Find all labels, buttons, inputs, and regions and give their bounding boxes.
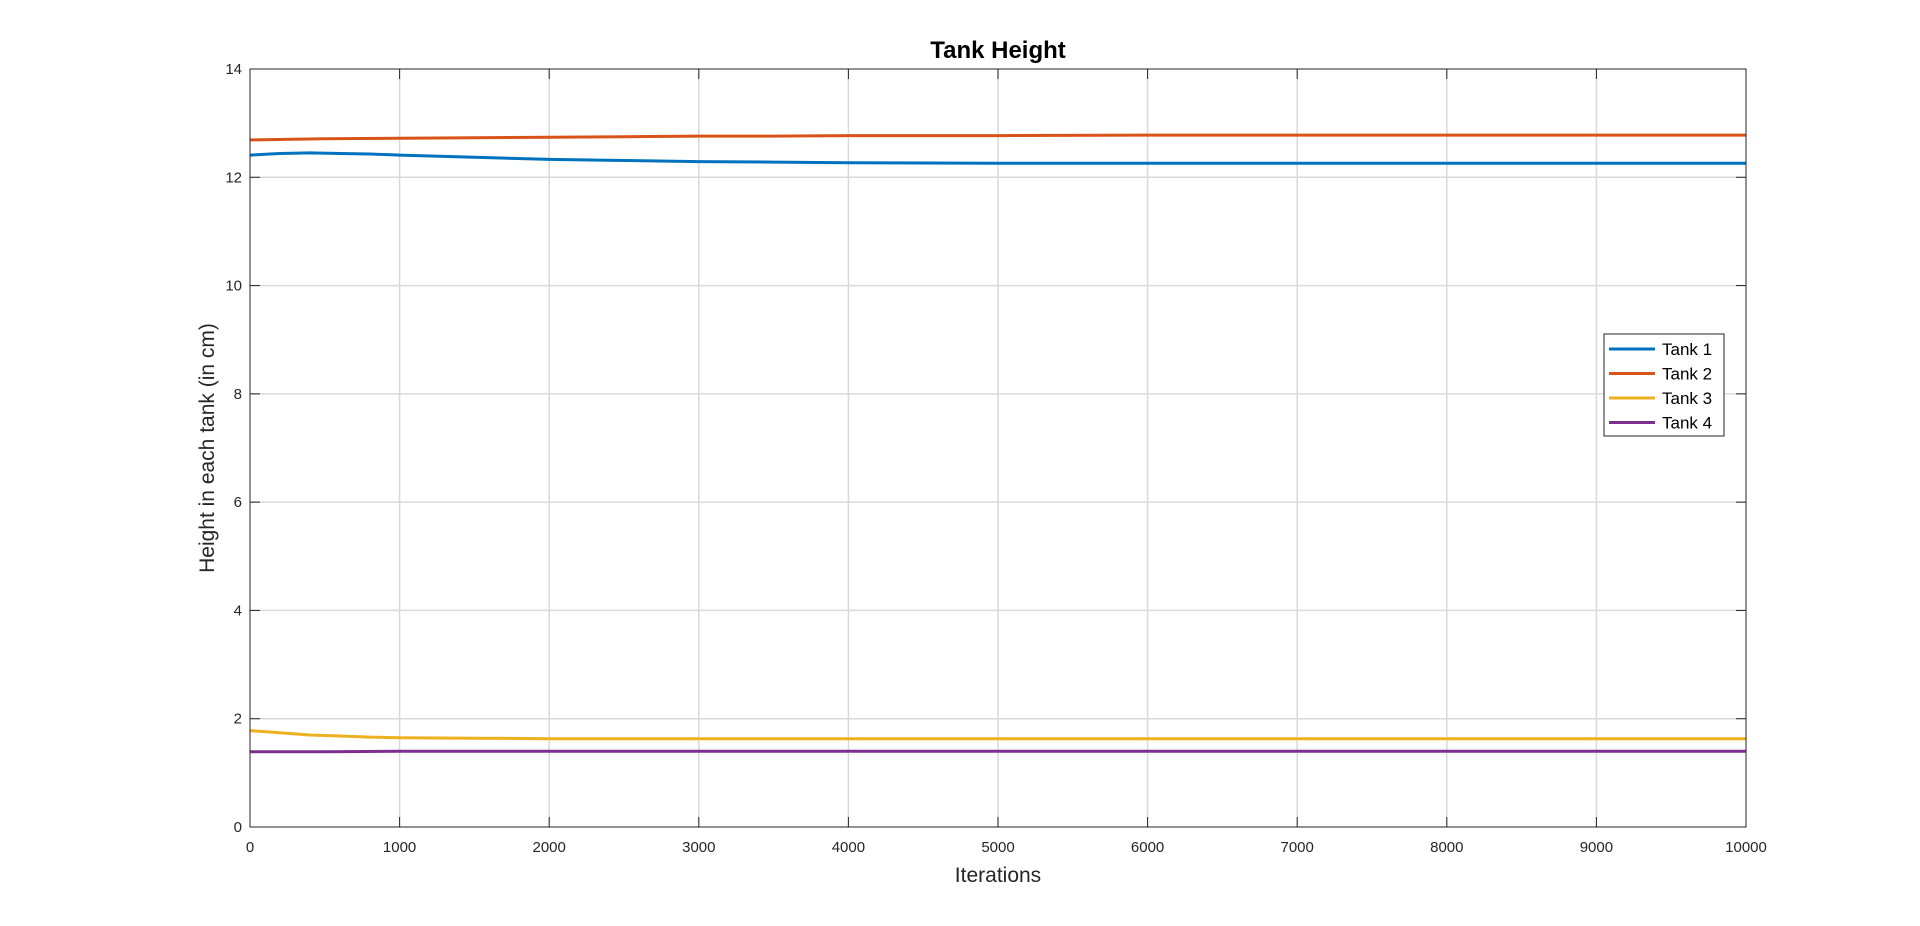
series-line-tank-4: [250, 749, 1746, 754]
y-tick-label: 8: [234, 386, 242, 403]
y-tick-label: 4: [234, 602, 242, 619]
x-tick-labels: 0 1000 2000 3000 4000 5000 6000 7000 8000 9000 100…: [246, 839, 1767, 856]
y-axis-label: Height in each tank (in cm): [196, 323, 219, 573]
x-tick-label: 8000: [1430, 839, 1463, 856]
x-tick-label: 5000: [981, 839, 1014, 856]
y-tick-label: 0: [234, 819, 242, 836]
legend-label: Tank 3: [1662, 389, 1712, 408]
data-series: [249, 133, 1746, 754]
legend-items: Tank 1 Tank 2 Tank 3 Tank 4: [1609, 340, 1712, 433]
legend-label: Tank 4: [1662, 414, 1712, 433]
legend-label: Tank 2: [1662, 365, 1712, 384]
x-tick-label: 7000: [1281, 839, 1314, 856]
y-tick-label: 14: [225, 61, 242, 78]
x-tick-label: 6000: [1131, 839, 1164, 856]
series-line-tank-3: [249, 729, 1746, 741]
x-tick-label: 2000: [533, 839, 566, 856]
legend-label: Tank 1: [1662, 340, 1712, 359]
y-tick-label: 6: [234, 494, 242, 511]
x-tick-label: 1000: [383, 839, 416, 856]
x-tick-label: 4000: [832, 839, 865, 856]
axes-box: [249, 68, 1747, 828]
y-tick-label: 12: [225, 169, 242, 186]
series-line-tank-1: [249, 151, 1746, 165]
x-axis-label: Iterations: [955, 864, 1041, 887]
x-tick-label: 0: [246, 839, 254, 856]
x-tick-label: 9000: [1580, 839, 1613, 856]
series-line-tank-2: [249, 133, 1746, 142]
chart-title: Tank Height: [930, 37, 1066, 64]
legend: Tank 1 Tank 2 Tank 3 Tank 4: [1603, 333, 1725, 437]
y-tick-label: 2: [234, 711, 242, 728]
y-tick-labels: 0 2 4 6 8 10 12 14: [225, 61, 242, 836]
y-tick-label: 10: [225, 278, 242, 295]
x-tick-label: 3000: [682, 839, 715, 856]
legend-box: [1603, 333, 1725, 437]
x-tick-label: 10000: [1725, 839, 1767, 856]
grid-lines: [250, 69, 1746, 827]
